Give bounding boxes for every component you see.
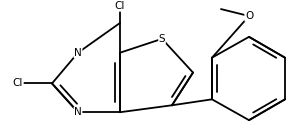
Text: N: N	[74, 48, 82, 58]
Text: O: O	[245, 11, 253, 21]
Text: Cl: Cl	[13, 79, 23, 88]
Text: N: N	[74, 107, 82, 117]
Text: Cl: Cl	[115, 1, 125, 11]
Text: S: S	[159, 34, 165, 44]
